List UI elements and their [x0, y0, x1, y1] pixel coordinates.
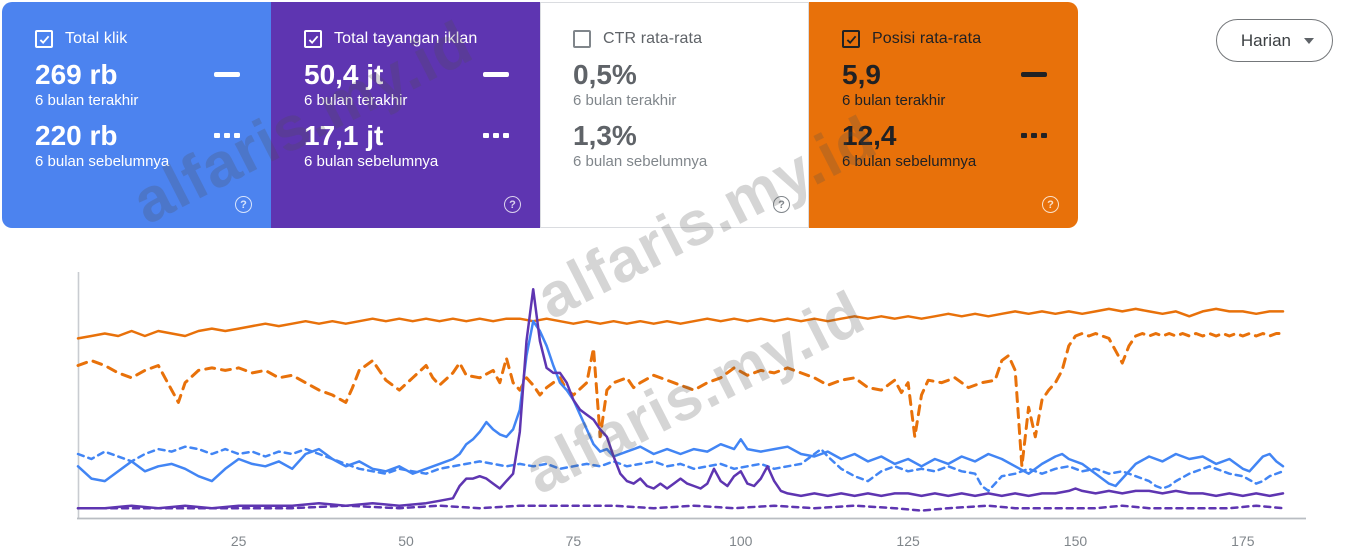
card-label: Total klik — [65, 30, 128, 47]
metric-value: 12,4 — [842, 120, 897, 151]
metric-value: 50,4 jt — [304, 59, 384, 90]
dashed-line-legend-icon — [214, 133, 240, 138]
metric-period-label: 6 bulan sebelumnya — [573, 153, 708, 170]
metric-value: 17,1 jt — [304, 120, 384, 151]
chart-line-klik-dashed — [76, 445, 1285, 493]
card-label: CTR rata-rata — [603, 30, 703, 47]
metric-value: 220 rb — [35, 120, 118, 151]
metric-period-label: 6 bulan terakhir — [304, 92, 408, 109]
metric-card-total-tayangan[interactable]: Total tayangan iklan 50,4 jt 6 bulan ter… — [271, 2, 540, 228]
x-tick-label: 175 — [1231, 533, 1255, 549]
checkbox-total-tayangan[interactable] — [304, 30, 322, 48]
x-tick-label: 125 — [896, 533, 920, 549]
x-tick-label: 50 — [398, 533, 414, 549]
period-dropdown-label: Harian — [1240, 30, 1291, 50]
checkmark-icon — [39, 35, 49, 44]
x-tick-label: 25 — [231, 533, 247, 549]
metric-previous: 220 rb 6 bulan sebelumnya — [35, 120, 241, 170]
card-header: Total klik — [35, 30, 241, 48]
chart-line-posisi-dashed — [76, 332, 1285, 468]
checkmark-icon — [846, 35, 856, 44]
x-tick-label: 100 — [729, 533, 753, 549]
metric-current: 269 rb 6 bulan terakhir — [35, 59, 241, 109]
help-icon[interactable]: ? — [235, 196, 252, 213]
period-dropdown[interactable]: Harian — [1215, 19, 1333, 62]
checkbox-posisi[interactable] — [842, 30, 860, 48]
x-tick-label: 150 — [1064, 533, 1088, 549]
dashed-line-legend-icon — [483, 133, 509, 138]
dashed-line-legend-icon — [1021, 133, 1047, 138]
metric-value: 0,5% — [573, 59, 637, 90]
card-label: Posisi rata-rata — [872, 30, 982, 47]
chart-line-posisi-solid — [76, 307, 1285, 340]
help-icon[interactable]: ? — [504, 196, 521, 213]
metric-previous: 1,3% 6 bulan sebelumnya — [573, 120, 779, 170]
metric-current: 0,5% 6 bulan terakhir — [573, 59, 779, 109]
metric-card-ctr[interactable]: CTR rata-rata 0,5% 6 bulan terakhir 1,3%… — [540, 2, 809, 228]
card-header: CTR rata-rata — [573, 30, 779, 48]
card-label: Total tayangan iklan — [334, 30, 478, 47]
metric-period-label: 6 bulan sebelumnya — [842, 153, 977, 170]
metric-period-label: 6 bulan terakhir — [573, 92, 677, 109]
metric-value: 269 rb — [35, 59, 118, 90]
x-tick-label: 75 — [566, 533, 582, 549]
card-header: Total tayangan iklan — [304, 30, 510, 48]
chart-line-klik-solid — [76, 319, 1285, 488]
help-icon[interactable]: ? — [773, 196, 790, 213]
checkbox-ctr[interactable] — [573, 30, 591, 48]
help-icon[interactable]: ? — [1042, 196, 1059, 213]
metric-period-label: 6 bulan sebelumnya — [35, 153, 170, 170]
metric-previous: 17,1 jt 6 bulan sebelumnya — [304, 120, 510, 170]
metric-period-label: 6 bulan terakhir — [35, 92, 139, 109]
chevron-down-icon — [1304, 38, 1314, 49]
metric-value: 5,9 — [842, 59, 881, 90]
solid-line-legend-icon — [483, 72, 509, 77]
metric-current: 50,4 jt 6 bulan terakhir — [304, 59, 510, 109]
metric-value: 1,3% — [573, 120, 637, 151]
solid-line-legend-icon — [1021, 72, 1047, 77]
metric-cards: Total klik 269 rb 6 bulan terakhir 220 r… — [2, 2, 1078, 228]
metric-card-posisi[interactable]: Posisi rata-rata 5,9 6 bulan terakhir 12… — [809, 2, 1078, 228]
checkmark-icon — [308, 35, 318, 44]
chart-line-tayangan-solid — [76, 287, 1285, 510]
metric-card-total-klik[interactable]: Total klik 269 rb 6 bulan terakhir 220 r… — [2, 2, 271, 228]
card-header: Posisi rata-rata — [842, 30, 1048, 48]
metric-period-label: 6 bulan terakhir — [842, 92, 946, 109]
checkbox-total-klik[interactable] — [35, 30, 53, 48]
solid-line-legend-icon — [214, 72, 240, 77]
metric-current: 5,9 6 bulan terakhir — [842, 59, 1048, 109]
metric-period-label: 6 bulan sebelumnya — [304, 153, 439, 170]
metric-previous: 12,4 6 bulan sebelumnya — [842, 120, 1048, 170]
